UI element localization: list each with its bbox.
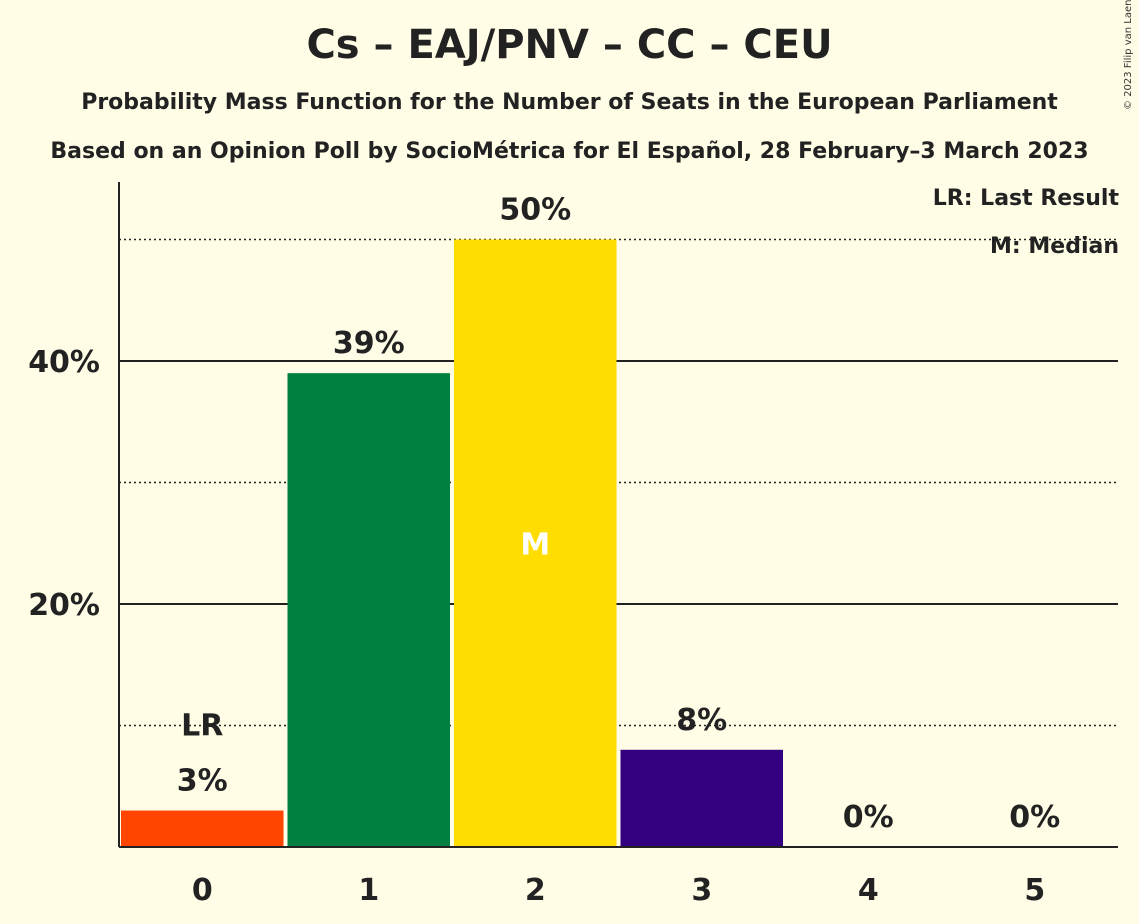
legend-last-result: LR: Last Result	[932, 186, 1119, 211]
median-marker: M	[520, 527, 550, 562]
y-tick-label: 20%	[28, 588, 100, 623]
chart-subtitle: Probability Mass Function for the Number…	[81, 90, 1058, 115]
last-result-marker: LR	[181, 709, 223, 744]
x-tick-label: 2	[525, 873, 546, 908]
x-tick-label: 3	[691, 873, 712, 908]
value-label: 3%	[177, 764, 228, 799]
legend-median: M: Median	[990, 234, 1119, 259]
x-tick-label: 1	[358, 873, 379, 908]
bar-seats-2	[454, 239, 617, 847]
chart-title: Cs – EAJ/PNV – CC – CEU	[306, 22, 833, 68]
value-label: 8%	[676, 703, 727, 738]
chart-source: Based on an Opinion Poll by SocioMétrica…	[50, 139, 1089, 164]
value-label: 0%	[843, 800, 894, 835]
value-label: 50%	[499, 193, 571, 228]
value-label: 39%	[333, 326, 405, 361]
bar-seats-0	[121, 810, 284, 847]
x-tick-label: 5	[1024, 873, 1045, 908]
y-tick-label: 40%	[28, 345, 100, 380]
bar-seats-1	[287, 373, 450, 847]
bar-seats-3	[620, 749, 783, 847]
value-label: 0%	[1009, 800, 1060, 835]
x-tick-label: 4	[858, 873, 879, 908]
x-tick-label: 0	[192, 873, 213, 908]
